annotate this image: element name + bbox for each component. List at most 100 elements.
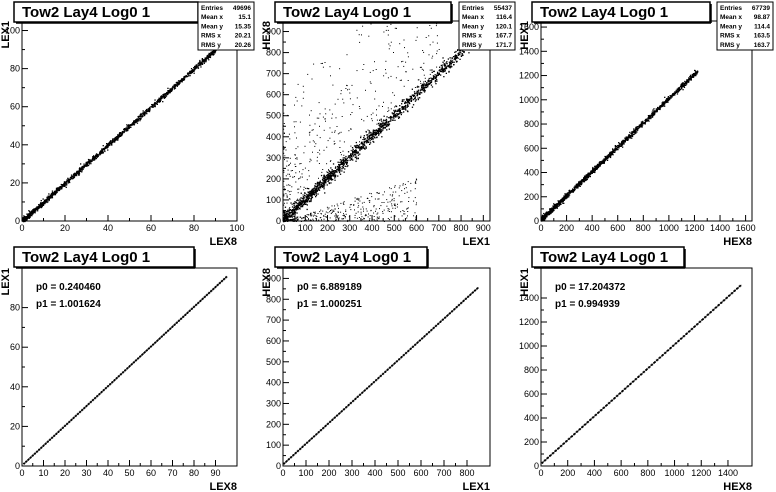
- data-point: [312, 193, 314, 195]
- data-point: [140, 113, 142, 116]
- data-point: [318, 182, 321, 184]
- scatter-points: [22, 43, 221, 223]
- data-point: [370, 134, 372, 136]
- data-point: [333, 210, 335, 212]
- data-point: [337, 98, 339, 100]
- data-point: [633, 128, 635, 130]
- data-point: [329, 177, 331, 180]
- data-point: [369, 131, 371, 133]
- data-point: [343, 154, 345, 156]
- data-point: [314, 145, 316, 147]
- data-point: [188, 75, 190, 77]
- data-point: [386, 25, 388, 27]
- data-point: [118, 135, 120, 137]
- data-point: [294, 126, 295, 128]
- data-point: [403, 85, 405, 87]
- data-point: [682, 82, 684, 85]
- data-point: [686, 80, 688, 83]
- x-tick-label: 1000: [659, 223, 679, 233]
- data-point: [326, 184, 328, 186]
- data-point: [321, 182, 323, 184]
- data-point: [450, 64, 452, 66]
- data-point: [394, 215, 396, 217]
- data-point: [691, 75, 694, 77]
- data-point: [432, 41, 434, 43]
- data-point: [394, 116, 396, 118]
- data-point: [160, 96, 162, 99]
- data-point: [559, 203, 561, 205]
- data-point: [28, 215, 30, 217]
- data-point: [295, 158, 297, 160]
- data-point: [66, 179, 68, 181]
- data-point: [640, 126, 642, 128]
- data-point: [302, 196, 304, 198]
- data-point: [334, 174, 336, 176]
- y-tick-label: 100: [266, 195, 281, 205]
- x-tick-label: 200: [320, 223, 335, 233]
- data-point: [307, 195, 310, 198]
- data-point: [183, 78, 185, 80]
- data-point: [291, 186, 293, 188]
- data-point: [424, 80, 426, 83]
- data-point: [382, 128, 384, 130]
- data-point: [416, 202, 417, 204]
- data-point: [286, 194, 288, 196]
- data-point: [441, 66, 443, 68]
- data-point: [385, 69, 386, 71]
- data-point: [326, 163, 328, 165]
- data-point: [83, 165, 85, 167]
- data-point: [163, 93, 165, 95]
- data-point: [301, 197, 303, 200]
- stats-value: 116.4: [496, 14, 512, 21]
- data-point: [379, 119, 381, 121]
- data-point: [212, 50, 215, 52]
- data-point: [307, 198, 309, 200]
- data-point: [442, 70, 445, 72]
- data-point: [318, 117, 320, 119]
- data-point: [295, 207, 297, 209]
- data-point: [22, 217, 24, 219]
- data-point: [548, 214, 550, 216]
- data-point: [300, 220, 302, 222]
- data-point: [48, 197, 51, 199]
- data-point: [409, 95, 411, 98]
- data-point: [114, 140, 116, 142]
- data-point: [82, 168, 84, 170]
- data-point: [407, 103, 409, 105]
- data-point: [323, 215, 325, 217]
- data-point: [633, 130, 635, 132]
- data-point: [109, 142, 111, 144]
- data-point: [321, 179, 324, 181]
- data-point: [369, 200, 371, 202]
- data-point: [352, 104, 354, 106]
- data-point: [209, 56, 212, 59]
- data-point: [285, 149, 287, 151]
- data-point: [343, 163, 345, 166]
- data-point: [291, 170, 293, 171]
- data-point: [26, 215, 29, 217]
- data-point: [317, 188, 319, 190]
- data-point: [629, 131, 631, 134]
- data-point: [389, 194, 391, 196]
- data-point: [366, 198, 368, 199]
- data-point: [443, 63, 445, 65]
- data-point: [416, 90, 418, 92]
- data-point: [581, 180, 583, 182]
- data-point: [669, 97, 671, 99]
- data-point: [433, 70, 435, 73]
- data-point: [208, 54, 210, 56]
- data-point: [442, 64, 444, 66]
- data-point: [445, 66, 447, 68]
- data-point: [393, 117, 395, 119]
- data-point: [24, 219, 26, 221]
- data-point: [372, 131, 375, 133]
- data-point: [383, 127, 385, 129]
- data-point: [140, 116, 142, 118]
- data-point: [297, 206, 299, 208]
- data-point: [363, 120, 365, 122]
- data-point: [165, 92, 168, 94]
- data-point: [378, 216, 380, 218]
- data-point: [328, 174, 330, 176]
- data-point: [620, 145, 622, 147]
- data-point: [103, 148, 105, 150]
